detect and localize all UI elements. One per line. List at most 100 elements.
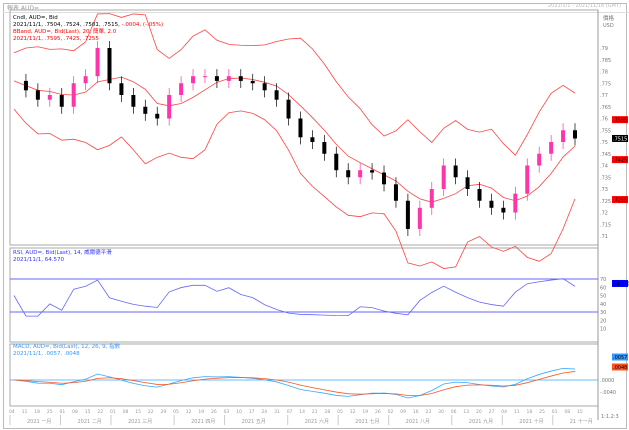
price-tick: .745 [600, 152, 611, 158]
rsi-tick: 70 [600, 277, 606, 283]
candle-body [59, 95, 64, 107]
macd-marker: .0057 [613, 355, 627, 361]
x-month-label: 2021 四月 [191, 419, 215, 425]
x-day-tick: 02 [388, 409, 394, 415]
candle-body [489, 200, 494, 208]
price-title: Cndl, AUD=, Bid [13, 15, 58, 21]
candle-body [83, 76, 88, 84]
x-month-label: 2021 二月 [77, 419, 101, 425]
x-day-tick: 29 [160, 409, 166, 415]
x-day-tick: 25 [539, 409, 545, 415]
bband-title: BBand, AUD=, Bid(Last), 20, 簡單, 2.0 [13, 29, 117, 35]
x-month-label: 2021 七月 [355, 418, 379, 425]
x-month-label: 2021 五月 [242, 419, 266, 425]
candle-body [167, 95, 172, 119]
price-tick: .755 [600, 128, 611, 134]
price-tick: .785 [600, 58, 611, 64]
bband-values: 2021/11/1, .7595, .7425, .7255 [13, 36, 99, 42]
candle-body [393, 184, 398, 201]
x-day-tick: 08 [564, 409, 570, 415]
x-day-tick: 11 [22, 409, 28, 415]
bb-upper-marker-bg [612, 116, 628, 124]
candle-body [238, 76, 243, 81]
price-tick: .765 [600, 105, 611, 111]
rsi-tick: 60 [600, 285, 606, 291]
window-title: 報表 AUD= [3, 3, 629, 13]
macd-line [13, 368, 576, 399]
last-price-marker-bg [612, 134, 628, 142]
signal-marker-bg [612, 363, 628, 371]
x-day-tick: 08 [123, 409, 129, 415]
price-tick: .77 [600, 93, 608, 99]
candle-body [417, 207, 422, 229]
x-month-label: 2021 九月 [469, 418, 493, 425]
candle-body [35, 90, 40, 100]
price-tick: .715 [600, 222, 611, 228]
x-day-tick: 06 [451, 409, 457, 415]
x-day-tick: 30 [438, 409, 444, 415]
candle-body [501, 207, 506, 213]
candle-body [573, 130, 577, 139]
rsi-marker: 64.570 [613, 281, 629, 287]
bband-lower [13, 108, 576, 269]
chart-window [3, 3, 627, 429]
rsi-values: 2021/11/1, 64.570 [13, 257, 64, 263]
bb-mid-marker: .7425 [613, 158, 627, 164]
candle-body [202, 76, 207, 78]
candle-body [322, 142, 327, 154]
x-month-label: 2021 十月 [519, 418, 543, 425]
rsi-marker-bg [612, 279, 628, 287]
x-day-tick: 18 [527, 409, 533, 415]
candle-body [429, 189, 434, 208]
macd-marker-bg [612, 353, 628, 361]
x-month-label: 21 十一月 [570, 418, 593, 425]
rsi-line [13, 278, 576, 317]
x-day-tick: 07 [287, 409, 293, 415]
x-day-tick: 21 [312, 409, 318, 415]
candle-body [298, 118, 303, 138]
x-day-tick: 04 [501, 409, 507, 415]
macd-legend: MACD, AUD=, Bid(Last), 12, 26, 9, 指數 202… [13, 344, 120, 358]
price-tick: .735 [600, 175, 611, 181]
x-day-tick: 22 [97, 409, 103, 415]
x-day-tick: 24 [261, 409, 267, 415]
x-day-tick: 19 [362, 409, 368, 415]
rsi-legend: RSI, AUD=, Bid(Last), 14, 威爾德平滑 2021/11/… [13, 250, 112, 264]
candle-body [119, 83, 124, 95]
macd-tick: .0000 [600, 378, 614, 384]
price-tick: .775 [600, 81, 611, 87]
candle-body [191, 76, 196, 84]
x-day-tick: 01 [59, 409, 65, 415]
bband-upper [13, 13, 576, 156]
x-day-tick: 28 [325, 409, 331, 415]
candle-body [226, 76, 231, 81]
bb-lower-marker-bg [612, 196, 628, 204]
candle-body [179, 83, 184, 95]
x-day-tick: 27 [489, 409, 495, 415]
x-day-tick: 05 [173, 409, 179, 415]
x-day-tick: 26 [375, 409, 381, 415]
candle-body [441, 165, 446, 189]
price-tick: .71 [600, 234, 608, 240]
candle-body [549, 142, 554, 154]
candle-body [107, 48, 112, 84]
candle-body [405, 200, 410, 229]
candle-body [477, 189, 482, 201]
candle-body [250, 80, 255, 84]
rsi-tick: 30 [600, 310, 606, 316]
candle-body [143, 106, 148, 114]
candle-body [513, 193, 518, 213]
x-day-tick: 31 [274, 409, 280, 415]
candle-body [262, 83, 267, 91]
candle-body [465, 177, 470, 189]
x-day-tick: 11 [514, 409, 520, 415]
bband-middle [13, 76, 576, 203]
candle-body [370, 170, 375, 173]
x-day-tick: 18 [34, 409, 40, 415]
x-day-tick: 17 [249, 409, 255, 415]
x-day-tick: 15 [577, 409, 583, 415]
x-day-tick: 15 [85, 409, 91, 415]
x-day-tick: 03 [224, 409, 230, 415]
rsi-tick: 40 [600, 302, 606, 308]
